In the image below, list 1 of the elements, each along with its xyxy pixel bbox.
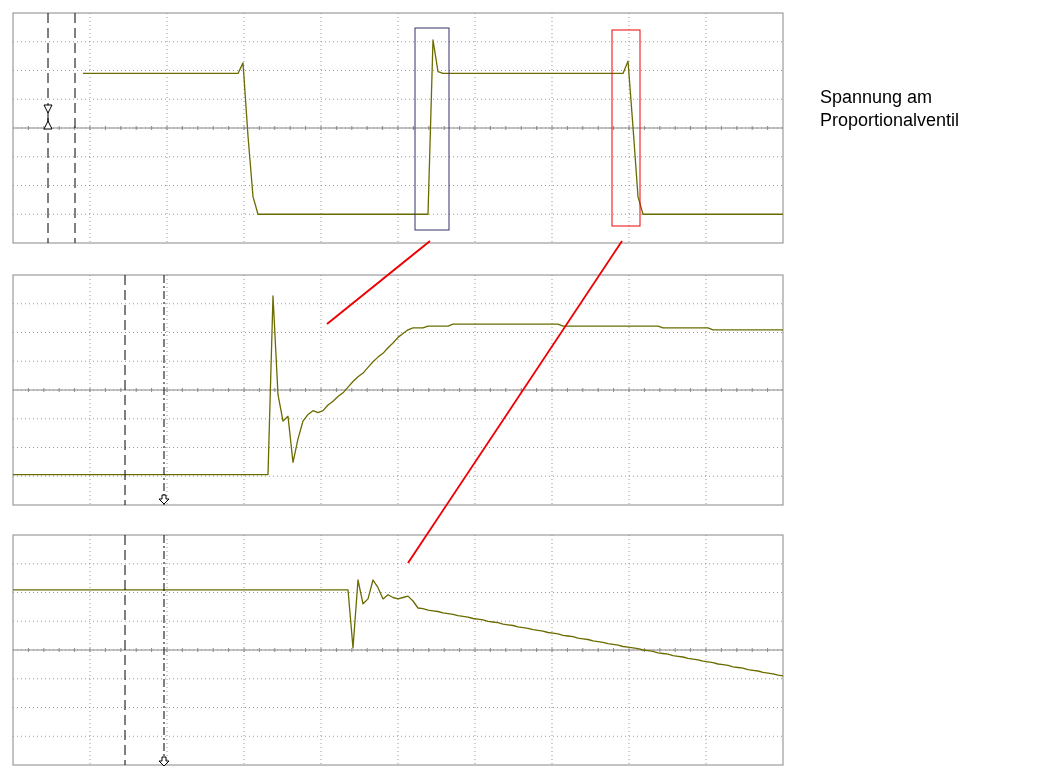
- text: Spannung am Proportionalventil: [820, 87, 960, 130]
